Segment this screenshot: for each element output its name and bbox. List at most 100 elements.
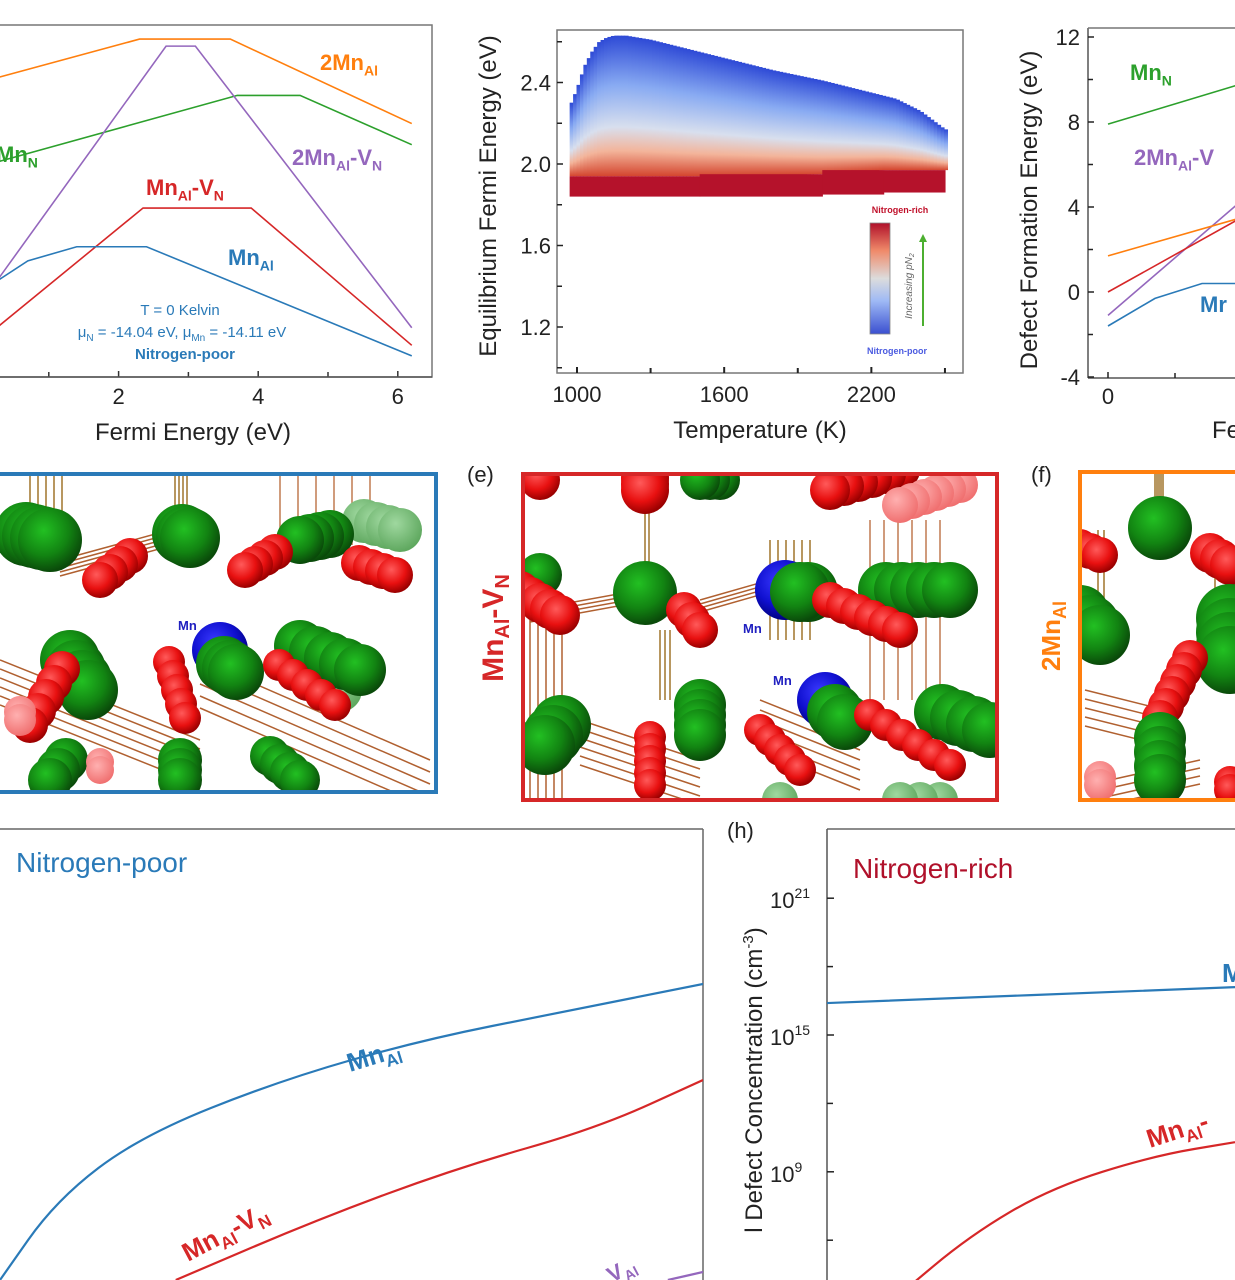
label-MnAl: MnAl — [343, 1033, 405, 1082]
heatmap-column — [696, 51, 701, 177]
y-tick-label-1e9: 109 — [770, 1159, 802, 1187]
heatmap-column — [614, 35, 619, 177]
aluminum-atom — [922, 562, 978, 618]
heatmap-column — [785, 73, 791, 175]
series-2MnAl-VN-line — [1107, 205, 1235, 316]
label-2MnAl-VN: VAl — [603, 1252, 642, 1280]
heatmap-column — [820, 80, 825, 175]
heatmap-column — [858, 89, 863, 172]
heatmap-column — [943, 129, 949, 171]
panel-d-mnal-structure: Mn — [0, 472, 438, 794]
heatmap-column — [576, 84, 581, 177]
label-MnAl-sub: Al — [260, 258, 274, 274]
lattice-bond — [59, 529, 171, 561]
heatmap-column — [603, 38, 609, 177]
label-MnAl-main: Mr — [1200, 292, 1227, 317]
x-tick-label-1600: 1600 — [700, 382, 749, 407]
heatmap-column — [638, 37, 643, 177]
series-MnN-line — [0, 94, 413, 163]
label-MnAl-VN-main: Mn — [146, 175, 178, 200]
tick-base: 10 — [770, 1025, 794, 1050]
heatmap-column — [895, 99, 900, 171]
heatmap-column — [672, 45, 677, 177]
label-MnAl: MnAl — [228, 245, 274, 274]
heatmap-column — [789, 73, 794, 175]
label-MnAl-sub: Al — [383, 1048, 405, 1071]
tick-base: 10 — [770, 1162, 794, 1187]
heatmap-column — [679, 47, 684, 177]
heatmap-column — [919, 111, 924, 171]
heatmap-column — [909, 106, 914, 171]
label-MnN-main: Mn — [0, 142, 28, 167]
y-tick-label-1.6: 1.6 — [520, 234, 551, 259]
heatmap-column — [748, 64, 753, 176]
panel-a-x-axis-label: Fermi Energy (eV) — [95, 419, 291, 446]
heatmap-column — [851, 88, 856, 173]
panel-h-defect-concentration-nitrogen-rich: (h) Nitrogen-rich l Defect Concentration… — [727, 818, 1235, 1280]
nitrogen-atom — [227, 552, 263, 588]
heatmap-column — [816, 79, 821, 175]
heatmap-column — [933, 122, 938, 171]
tick-exponent: 21 — [794, 885, 810, 901]
aluminum-atom — [1080, 605, 1130, 665]
aluminum-atom — [523, 715, 575, 775]
nitrogen-rich-band — [822, 170, 885, 195]
heatmap-column — [892, 98, 897, 171]
panel-h-y-axis-label: l Defect Concentration (cm-3) — [740, 927, 768, 1232]
heatmap-column — [930, 119, 935, 171]
label-MnN: MnN — [1130, 60, 1172, 89]
panel-c-y-axis-label: Defect Formation Energy (eV) — [1016, 51, 1043, 370]
heatmap-column — [775, 71, 780, 175]
heatmap-column — [617, 35, 622, 177]
panel-a-annotation-mu: μN = -14.04 eV, μMn = -14.11 eV — [78, 324, 287, 344]
heatmap-column — [717, 56, 722, 176]
nitrogen-atom — [682, 612, 718, 648]
panel-b-fermi-energy-heatmap: Equilibrium Fermi Energy (eV) 1000 1600 22… — [475, 29, 964, 444]
heatmap-column — [744, 63, 749, 176]
label-2MnAl-VN: 2MnAl-VN — [292, 145, 382, 174]
y-tick-label-0: 0 — [1068, 280, 1080, 305]
label-MnAl-VN-sub: Al — [217, 1229, 241, 1254]
heatmap-column — [782, 72, 787, 175]
nitrogen-atom — [810, 474, 850, 510]
heatmap-column — [751, 65, 756, 176]
heatmap-column — [669, 44, 674, 177]
heatmap-column — [875, 94, 880, 171]
heatmap-column — [652, 40, 657, 177]
heatmap-column — [772, 70, 777, 175]
aluminum-atom — [1196, 626, 1235, 694]
heatmap-column — [806, 77, 811, 175]
heatmap-column — [940, 127, 945, 171]
heatmap-column — [755, 66, 760, 176]
heatmap-column — [569, 102, 574, 177]
aluminum-atom — [158, 758, 202, 792]
y-tick-label-8: 8 — [1068, 110, 1080, 135]
x-tick-label-6: 6 — [392, 384, 404, 409]
aluminum-atom — [280, 760, 320, 792]
heatmap-column — [847, 87, 852, 173]
aluminum-atom — [882, 782, 918, 800]
panel-c-formation-energy-chart: Defect Formation Energy (eV) -4 0 4 8 12 0 Fe… — [1016, 25, 1235, 444]
nitrogen-rich-band — [699, 174, 823, 197]
heatmap-column — [573, 94, 578, 177]
series-MnAl-line — [1107, 282, 1235, 327]
heatmap-column — [593, 46, 598, 177]
heatmap-column — [641, 38, 646, 177]
heatmap-column — [906, 104, 911, 171]
heatmap-column — [844, 86, 849, 173]
nitrogen-atom — [540, 595, 580, 635]
label-2MnAl: 2MnAl — [320, 50, 378, 79]
label-2MnAl-VN-tail: -V — [350, 145, 372, 170]
label-MnAl-VN-tail: -V — [192, 175, 214, 200]
aluminum-atom — [18, 508, 82, 572]
increasing-pressure-arrowhead — [919, 234, 927, 242]
heatmap-column — [803, 76, 808, 175]
series-2MnAl-line — [0, 38, 413, 125]
heatmap-column — [648, 39, 653, 177]
heatmap-column — [840, 85, 845, 173]
nitrogen-atom — [523, 474, 560, 500]
label-2MnAl-VN-main: 2Mn — [292, 145, 336, 170]
label-MnAl-VN-tail-sub: N — [214, 188, 224, 204]
series-2MnAl-VN-line — [0, 45, 413, 329]
